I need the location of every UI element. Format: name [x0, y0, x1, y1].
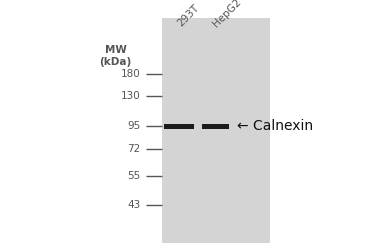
Text: 130: 130: [121, 91, 141, 101]
Bar: [164, 124, 194, 128]
Text: ← Calnexin: ← Calnexin: [237, 119, 313, 133]
Bar: [202, 124, 229, 128]
Text: 72: 72: [127, 144, 141, 154]
Text: HepG2: HepG2: [211, 0, 243, 29]
Text: 293T: 293T: [176, 3, 201, 29]
Text: 55: 55: [127, 171, 141, 181]
Text: 95: 95: [127, 121, 141, 131]
Bar: [162, 18, 270, 242]
Text: MW
(kDa): MW (kDa): [99, 45, 132, 68]
Text: 180: 180: [121, 69, 141, 79]
Text: 43: 43: [127, 200, 141, 210]
